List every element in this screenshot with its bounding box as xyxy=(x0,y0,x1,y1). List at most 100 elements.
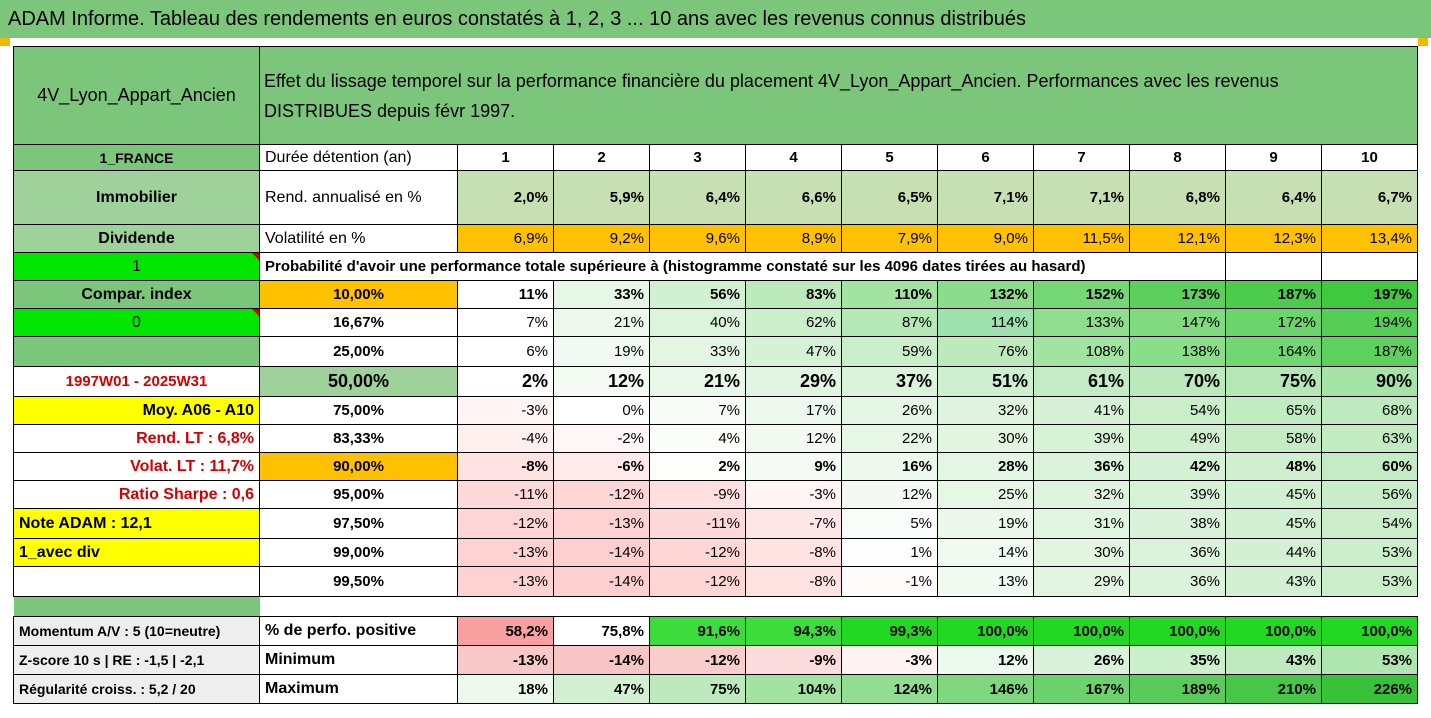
probability-value: 70% xyxy=(1129,366,1226,397)
probability-value: 33% xyxy=(553,280,650,309)
probability-value: 48% xyxy=(1225,452,1322,481)
volat-value: 9,2% xyxy=(553,224,650,253)
rend-value: 7,1% xyxy=(1033,170,1130,225)
avec-div-cell: 1_avec div xyxy=(13,538,260,567)
probability-value: 56% xyxy=(1320,480,1419,509)
probability-row: 0 16,67% 7% 21% 40% 62% 87% 114% 133% 147% 172% 194… xyxy=(13,308,1419,337)
probability-value: 12% xyxy=(553,366,650,397)
period-cell: 1997W01 - 2025W31 xyxy=(13,366,260,397)
probability-value: -8% xyxy=(745,538,842,567)
probability-value: 42% xyxy=(1129,452,1226,481)
probability-value: 25% xyxy=(937,480,1034,509)
year-header: 4 xyxy=(745,144,842,171)
threshold-cell: 25,00% xyxy=(259,336,458,367)
probability-value: 87% xyxy=(841,308,938,337)
probability-title: Probabilité d'avoir une performance tota… xyxy=(259,252,1226,281)
sharpe-cell: Ratio Sharpe : 0,6 xyxy=(13,480,260,509)
probability-value: 49% xyxy=(1129,424,1226,453)
bottom-value: 104% xyxy=(745,674,842,704)
threshold-cell: 99,00% xyxy=(259,538,458,567)
probability-value: 30% xyxy=(937,424,1034,453)
year-header: 2 xyxy=(553,144,650,171)
probability-value: 21% xyxy=(649,366,746,397)
probability-value: 5% xyxy=(841,508,938,539)
probability-value: 53% xyxy=(1320,566,1419,597)
probability-value: -11% xyxy=(649,508,746,539)
probability-value: 59% xyxy=(841,336,938,367)
year-header: 1 xyxy=(457,144,554,171)
description-line-2: DISTRIBUES depuis févr 1997. xyxy=(264,100,516,121)
threshold-cell: 95,00% xyxy=(259,480,458,509)
volat-value: 6,9% xyxy=(457,224,554,253)
probability-value: 19% xyxy=(553,336,650,367)
bottom-label: % de perfo. positive xyxy=(259,616,458,646)
probability-value: -11% xyxy=(457,480,554,509)
rend-value: 2,0% xyxy=(457,170,554,225)
probability-value: -13% xyxy=(457,538,554,567)
probability-value: 2% xyxy=(649,452,746,481)
probability-value: -12% xyxy=(649,538,746,567)
probability-value: 14% xyxy=(937,538,1034,567)
probability-value: 2% xyxy=(457,366,554,397)
probability-value: -14% xyxy=(553,566,650,597)
zero-cell: 0 xyxy=(13,308,260,337)
probability-value: 56% xyxy=(649,280,746,309)
probability-value: 51% xyxy=(937,366,1034,397)
probability-value: 58% xyxy=(1225,424,1322,453)
probability-value: 13% xyxy=(937,566,1034,597)
probability-value: 29% xyxy=(745,366,842,397)
probability-value: 12% xyxy=(745,424,842,453)
probability-value: 4% xyxy=(649,424,746,453)
bottom-value: 43% xyxy=(1225,645,1322,675)
volat-value: 12,3% xyxy=(1225,224,1322,253)
probability-value: 39% xyxy=(1033,424,1130,453)
year-header: 8 xyxy=(1129,144,1226,171)
probability-row: 25,00% 6% 19% 33% 47% 59% 76% 108% 138% 164% 187% xyxy=(13,336,1419,367)
probability-value: -8% xyxy=(457,452,554,481)
year-header: 3 xyxy=(649,144,746,171)
probability-value: 40% xyxy=(649,308,746,337)
probability-value: 164% xyxy=(1225,336,1322,367)
probability-row: Rend. LT : 6,8% 83,33% -4% -2% 4% 12% 22% 30% 39… xyxy=(13,424,1419,453)
probability-value: 33% xyxy=(649,336,746,367)
probability-value: 45% xyxy=(1225,508,1322,539)
probability-value: 147% xyxy=(1129,308,1226,337)
bottom-value: -9% xyxy=(745,645,842,675)
volat-value: 8,9% xyxy=(745,224,842,253)
bottom-value: 167% xyxy=(1033,674,1130,704)
rend-value: 7,1% xyxy=(937,170,1034,225)
probability-value: -13% xyxy=(553,508,650,539)
probability-row: Compar. index 10,00% 11% 33% 56% 83% 110% 132% 1… xyxy=(13,280,1419,309)
bottom-value: -12% xyxy=(649,645,746,675)
volat-label: Volatilité en % xyxy=(259,224,458,253)
probability-value: -6% xyxy=(553,452,650,481)
probability-value: -2% xyxy=(553,424,650,453)
probability-value: 38% xyxy=(1129,508,1226,539)
country-cell: 1_FRANCE xyxy=(13,144,260,171)
probability-value: 172% xyxy=(1225,308,1322,337)
bottom-value: 91,6% xyxy=(649,616,746,646)
probability-value: 173% xyxy=(1129,280,1226,309)
probability-value: 90% xyxy=(1320,366,1419,397)
probability-row: 99,50% -13% -14% -12% -8% -1% 13% 29% 36% 43% 53% xyxy=(13,566,1419,597)
minimum-row: Z-score 10 s | RE : -1,5 | -2,1 Minimum -1… xyxy=(13,645,1419,675)
bottom-value: 100,0% xyxy=(1033,616,1130,646)
bottom-value: -3% xyxy=(841,645,938,675)
rend-value: 6,7% xyxy=(1320,170,1419,225)
note-adam-cell: Note ADAM : 12,1 xyxy=(13,508,260,539)
bottom-side-cell: Z-score 10 s | RE : -1,5 | -2,1 xyxy=(13,645,260,675)
probability-value: 54% xyxy=(1129,396,1226,425)
probability-value: 62% xyxy=(745,308,842,337)
spacer-blank xyxy=(260,597,1418,617)
rend-value: 6,4% xyxy=(1225,170,1322,225)
corner-marker-left xyxy=(0,38,10,46)
probability-value: 45% xyxy=(1225,480,1322,509)
probability-value: 22% xyxy=(841,424,938,453)
probability-value: 37% xyxy=(841,366,938,397)
probability-value: 110% xyxy=(841,280,938,309)
probability-value: 152% xyxy=(1033,280,1130,309)
probability-value: 61% xyxy=(1033,366,1130,397)
probability-value: 68% xyxy=(1320,396,1419,425)
probability-value: 36% xyxy=(1129,566,1226,597)
threshold-cell: 83,33% xyxy=(259,424,458,453)
